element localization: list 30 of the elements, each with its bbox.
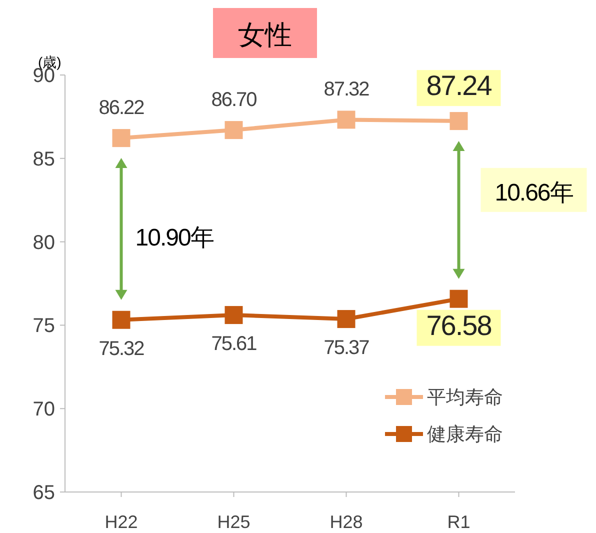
data-label: 87.24 <box>426 70 492 102</box>
annotation: 10.66年 <box>494 179 573 206</box>
data-label: 75.61 <box>211 333 258 356</box>
data-label: 86.70 <box>211 89 258 112</box>
y-tick-label: 70 <box>32 398 55 421</box>
data-label: 75.37 <box>324 337 370 360</box>
point <box>450 290 468 308</box>
annotation: 10.90年 <box>135 224 214 252</box>
data-label: 76.58 <box>426 310 492 341</box>
point <box>224 121 243 140</box>
y-tick-label: 65 <box>32 482 55 504</box>
data-label: 87.32 <box>324 78 370 101</box>
point <box>450 112 468 130</box>
y-tick-label: 80 <box>32 232 55 254</box>
y-tick-label: 75 <box>32 315 55 338</box>
legend-label: 健康寿命 <box>427 424 503 446</box>
legend-label: 平均寿命 <box>427 388 503 409</box>
data-label: 86.22 <box>98 97 145 120</box>
x-tick-label: H28 <box>330 512 363 532</box>
point <box>337 310 356 328</box>
y-tick-label: 85 <box>32 148 55 170</box>
x-tick-label: R1 <box>447 512 470 532</box>
point <box>112 129 130 148</box>
chart-title: 女性 <box>238 20 292 50</box>
point <box>224 306 243 324</box>
x-tick-label: H22 <box>104 512 138 532</box>
point <box>112 310 130 329</box>
x-tick-label: H25 <box>217 512 250 532</box>
point <box>337 110 356 129</box>
data-label: 75.32 <box>98 338 145 360</box>
